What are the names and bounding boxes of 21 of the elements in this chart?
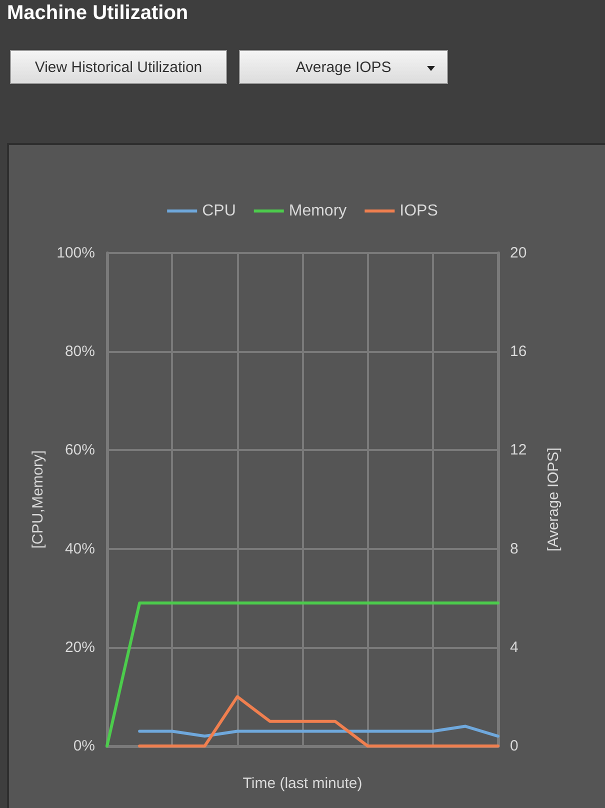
text: Average IOPS [296,58,392,76]
y-tick-label: 0% [73,738,95,754]
y-tick-label: 80% [64,343,95,360]
chart-title: Machine Utilization [7,2,188,25]
legend-label: IOPS [400,202,438,220]
text: View Historical Utilization [10,50,227,84]
y2-tick-label: 16 [510,343,527,360]
y2-tick-label: 4 [510,638,518,656]
y2-tick-label: 12 [510,442,527,459]
legend-label: CPU [202,202,236,220]
y-axis-title: [CPU,Memory] [30,450,47,549]
y-tick-label: 20% [64,638,95,656]
y2-tick-label: 8 [510,540,518,558]
y2-tick-label: 20 [510,244,527,262]
y-tick-label: 100% [56,244,95,262]
legend-label: Memory [288,202,347,220]
x-axis-title: Time (last minute) [242,775,362,792]
y-tick-label: 40% [64,540,95,558]
y2-tick-label: 0 [510,738,518,754]
y2-axis-title: [Average IOPS] [545,448,562,552]
y-tick-label: 60% [64,442,95,459]
